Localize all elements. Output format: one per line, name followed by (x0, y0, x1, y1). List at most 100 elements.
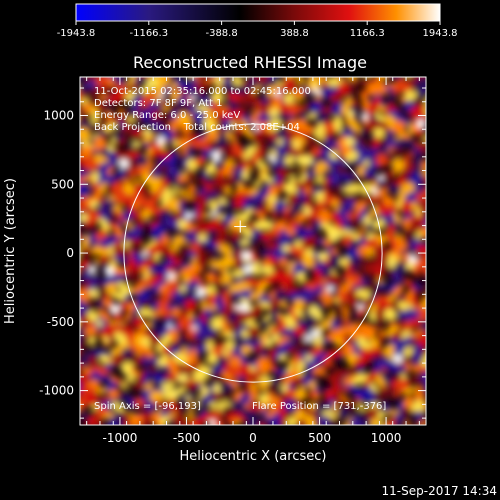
heatmap-blob (246, 248, 260, 263)
heatmap-blob (394, 221, 401, 233)
heatmap-blob (275, 127, 288, 140)
heatmap-blob (252, 242, 261, 250)
heatmap-blob (80, 284, 81, 291)
heatmap-blob (90, 181, 102, 196)
heatmap-blob (189, 138, 211, 151)
heatmap-blob (287, 246, 309, 258)
heatmap-blob (370, 232, 388, 243)
heatmap-blob (84, 219, 90, 231)
heatmap-blob (142, 198, 157, 213)
heatmap-hotspot (408, 254, 418, 264)
heatmap-hotspot (179, 285, 187, 293)
heatmap-blob (387, 129, 395, 137)
heatmap-blob (317, 238, 325, 246)
heatmap-blob (324, 94, 332, 103)
colorbar-tick-label: -388.8 (205, 28, 237, 39)
heatmap-blob (134, 398, 145, 409)
heatmap-blob (127, 115, 136, 124)
heatmap-blob (239, 393, 252, 406)
heatmap-blob (342, 272, 365, 287)
heatmap-blob (244, 90, 262, 106)
heatmap-blob (415, 193, 425, 203)
heatmap-blob (80, 279, 81, 283)
heatmap-blob (394, 390, 402, 398)
heatmap-blob (256, 282, 269, 293)
heatmap-blob (293, 180, 307, 196)
heatmap-blob (314, 336, 325, 347)
heatmap-blob (150, 300, 160, 310)
heatmap-blob (367, 311, 377, 321)
heatmap-blob (387, 90, 396, 105)
heatmap-blob (293, 118, 308, 133)
heatmap-blob (280, 301, 288, 309)
heatmap-blob (333, 115, 343, 134)
heatmap-blob (104, 362, 114, 372)
heatmap-blob (404, 421, 411, 425)
heatmap-blob (102, 323, 118, 339)
heatmap-hotspot (387, 260, 396, 268)
heatmap-blob (387, 409, 399, 416)
heatmap-blob (150, 294, 163, 301)
heatmap-blob (394, 166, 402, 175)
heatmap-blob (395, 378, 410, 393)
heatmap-blob (160, 308, 172, 319)
heatmap-blob (346, 115, 362, 134)
heatmap-hotspot (405, 261, 415, 271)
heatmap-hotspot (302, 206, 312, 216)
heatmap-blob (123, 292, 132, 303)
heatmap-blob (403, 308, 416, 321)
heatmap-blob (87, 303, 96, 312)
heatmap-blob (415, 273, 422, 281)
heatmap-blob (97, 67, 106, 76)
heatmap-blob (405, 353, 414, 363)
heatmap-blob (119, 78, 126, 85)
heatmap-blob (405, 117, 412, 124)
heatmap-blob (97, 129, 107, 139)
heatmap-blob (360, 127, 366, 139)
heatmap-blob (398, 96, 405, 103)
heatmap-blob (282, 368, 299, 389)
heatmap-image (71, 67, 426, 425)
heatmap-blob (279, 354, 288, 363)
y-axis-label: Heliocentric Y (arcsec) (3, 178, 18, 324)
heatmap-blob (330, 320, 340, 330)
heatmap-blob (132, 183, 145, 195)
heatmap-blob (254, 179, 262, 187)
heatmap-blob (92, 122, 101, 132)
heatmap-blob (85, 77, 99, 83)
heatmap-blob (420, 413, 426, 421)
heatmap-blob (232, 77, 243, 87)
heatmap-blob (409, 217, 425, 233)
heatmap-blob (421, 226, 426, 239)
heatmap-hotspot (276, 138, 284, 146)
heatmap-hotspot (159, 94, 166, 100)
heatmap-blob (118, 301, 129, 312)
heatmap-hotspot (80, 213, 88, 222)
heatmap-blob (410, 329, 424, 338)
heatmap-blob (200, 268, 207, 275)
heatmap-blob (211, 184, 229, 202)
heatmap-blob (217, 244, 236, 257)
colorbar-tick-label: 1943.8 (423, 28, 458, 39)
heatmap-blob (150, 315, 160, 334)
heatmap-blob (135, 154, 148, 167)
heatmap-hotspot (371, 187, 378, 194)
heatmap-blob (71, 222, 78, 229)
heatmap-blob (421, 391, 426, 401)
heatmap-blob (177, 316, 193, 332)
heatmap-hotspot (317, 251, 328, 261)
heatmap-hotspot (167, 323, 173, 329)
heatmap-blob (207, 328, 217, 339)
heatmap-blob (386, 283, 400, 293)
heatmap-blob (260, 250, 271, 256)
heatmap-blob (413, 379, 426, 392)
heatmap-blob (373, 389, 388, 403)
heatmap-blob (250, 410, 261, 415)
x-tick-label: 500 (308, 431, 331, 445)
heatmap-blob (106, 307, 117, 322)
heatmap-blob (205, 109, 219, 128)
heatmap-blob (87, 416, 99, 425)
heatmap-blob (273, 368, 290, 376)
heatmap-blob (390, 378, 398, 392)
heatmap-blob (332, 403, 339, 410)
